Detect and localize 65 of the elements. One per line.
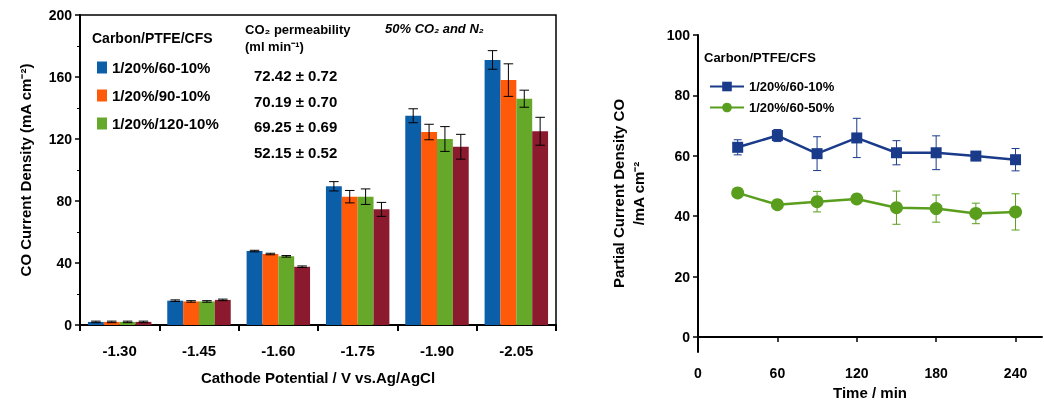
x-tick-label: 240 (1003, 365, 1028, 381)
x-tick-label: -1.75 (340, 342, 375, 359)
x-tick-label: -1.90 (419, 342, 455, 359)
y-tick-label: 0 (64, 317, 73, 333)
x-tick-label: 120 (845, 365, 869, 381)
bar (452, 146, 469, 325)
y-tick-label: 200 (48, 7, 73, 23)
legend-label: 1/20%/60-50% (749, 100, 835, 115)
annotation: 50% CO₂ and N₂ (385, 21, 484, 36)
x-tick-label: 180 (924, 365, 949, 381)
bar (183, 301, 199, 325)
x-tick-label: 0 (694, 365, 703, 381)
bar (437, 139, 453, 325)
y-tick-label: 0 (682, 328, 691, 345)
point (1010, 154, 1022, 166)
legend-label: 1/20%/60-10% (749, 79, 835, 94)
bar (325, 186, 342, 325)
bar (357, 196, 374, 325)
annotation: 72.42 ± 0.72 (254, 67, 338, 84)
annotation: 70.19 ± 0.70 (254, 92, 338, 110)
legend-title: Carbon/PTFE/CFS (704, 50, 817, 65)
annotation: CO₂ permeability (ml min⁻¹) (245, 22, 352, 54)
bar (294, 266, 311, 325)
bar (214, 299, 231, 325)
x-axis-title: Time / min (833, 383, 907, 401)
y-tick-label: 60 (674, 147, 691, 164)
point (930, 147, 942, 159)
point (851, 132, 863, 144)
bar (373, 209, 390, 325)
annotation: 52.15 ± 0.52 (254, 143, 338, 161)
y-tick-label: 40 (674, 208, 691, 225)
y-tick-label: 40 (56, 255, 73, 271)
x-tick-label: 60 (769, 365, 786, 381)
y-tick-label: 80 (674, 87, 691, 104)
bar (246, 251, 263, 325)
bar (532, 131, 549, 325)
bar (262, 254, 279, 325)
bar (421, 132, 437, 325)
y-tick-label: 160 (48, 69, 73, 85)
x-tick-label: -1.30 (102, 342, 137, 359)
x-tick-label: -1.45 (181, 342, 217, 359)
bar (167, 300, 184, 325)
y-tick-label: 120 (48, 131, 73, 147)
y-tick-label: 100 (666, 27, 691, 43)
point (969, 206, 983, 220)
y-tick-label: 20 (674, 268, 691, 285)
bar (500, 80, 517, 325)
bar (516, 98, 533, 325)
bar (199, 301, 215, 325)
legend-title: Carbon/PTFE/CFS (92, 30, 213, 46)
legend-label: 1/20%/120-10% (112, 115, 219, 132)
y-axis-title: Partial Current Density CO /mA cm⁻² (609, 98, 647, 289)
bar (405, 115, 422, 325)
x-tick-label: -1.60 (261, 342, 296, 359)
x-axis-title: Cathode Potential / V vs.Ag/AgCl (200, 369, 436, 386)
annotation: 69.25 ± 0.69 (254, 118, 338, 135)
x-tick-label: -2.05 (499, 342, 534, 359)
y-tick-label: 80 (56, 193, 73, 209)
point (890, 147, 902, 159)
legend-label: 1/20%/90-10% (112, 87, 211, 104)
bar (341, 196, 358, 325)
bar (484, 59, 501, 325)
bar (278, 256, 295, 325)
y-axis-title: CO Current Density (mA cm⁻²) (16, 63, 34, 277)
legend-label: 1/20%/60-10% (112, 59, 211, 76)
